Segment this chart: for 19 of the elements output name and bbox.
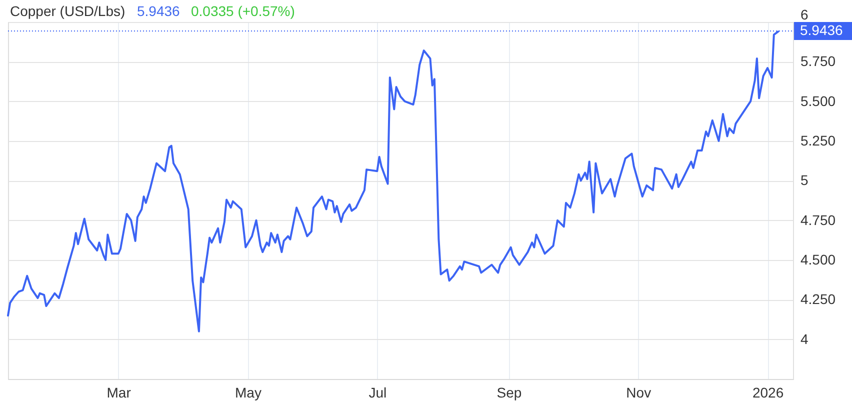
- text: 5.9436: [137, 3, 180, 19]
- x-tick-label: Jul: [368, 384, 387, 400]
- y-tick-label: 6: [800, 6, 808, 22]
- y-tick-label: 4: [800, 330, 808, 347]
- ref-line-label: 5.9436: [800, 22, 844, 38]
- y-tick-label: 5.250: [800, 132, 836, 148]
- x-tick-label: 2026: [752, 384, 784, 400]
- text: 0.0335 (+0.57%): [191, 3, 295, 19]
- x-tick-label: Sep: [496, 384, 522, 400]
- y-tick-label: 4.250: [800, 291, 836, 308]
- x-tick-label: Nov: [626, 384, 652, 400]
- chart-title: Copper (USD/Lbs): [10, 3, 126, 19]
- y-tick-label: 4.750: [800, 212, 836, 228]
- x-tick-label: May: [235, 384, 262, 400]
- y-tick-label: 5.500: [800, 92, 836, 109]
- x-tick-label: Mar: [106, 384, 132, 400]
- y-tick-label: 4.500: [800, 252, 836, 268]
- y-tick-label: 5.750: [800, 53, 836, 70]
- y-tick-label: 5: [800, 172, 808, 188]
